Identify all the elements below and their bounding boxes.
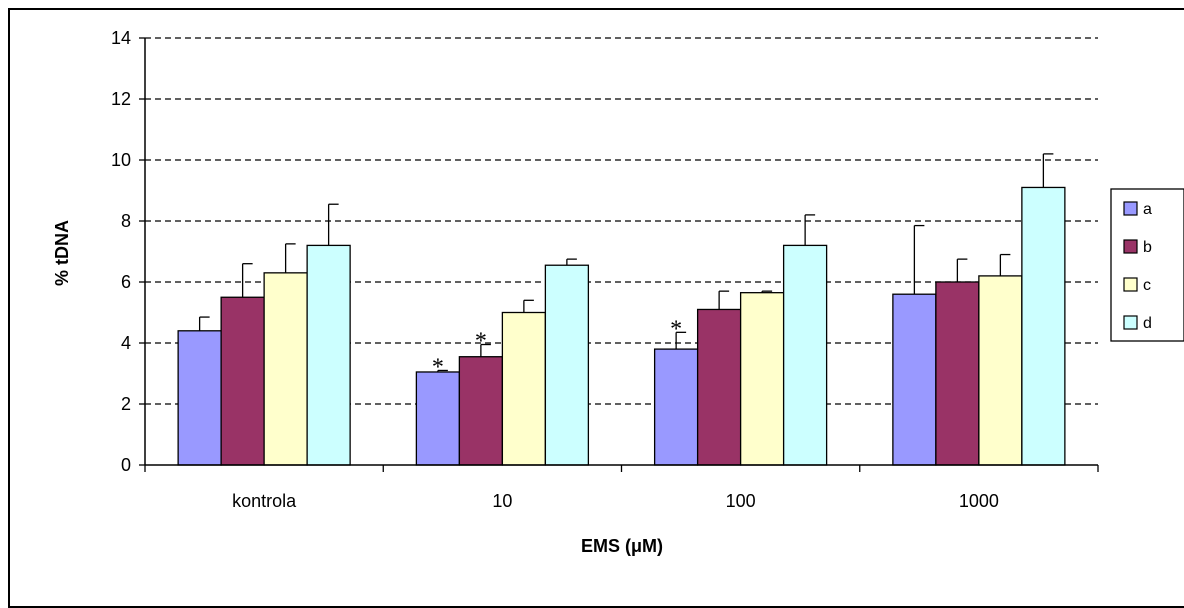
legend: a b c d	[1110, 188, 1184, 342]
bar-c-10	[501, 311, 547, 466]
bar-d-100	[782, 244, 828, 466]
significance-mark: *	[432, 354, 444, 380]
x-tick-label: kontrola	[232, 491, 297, 511]
bar-b-100	[696, 308, 742, 466]
bar-b-10	[458, 356, 504, 466]
significance-mark: *	[670, 316, 682, 342]
legend-label-c: c	[1143, 277, 1151, 294]
legend-swatch-c	[1123, 277, 1138, 292]
y-tick-label: 4	[121, 333, 131, 353]
y-tick-label: 12	[111, 89, 131, 109]
bar-a-1000	[892, 293, 937, 466]
significance-mark: *	[475, 329, 487, 355]
bar-b-1000	[935, 281, 980, 466]
bar-d-1000	[1021, 186, 1066, 466]
x-axis-title: EMS (μM)	[581, 536, 663, 556]
bar-c-kontrola	[263, 272, 308, 466]
y-tick-label: 8	[121, 211, 131, 231]
bars	[177, 186, 1066, 466]
axes: 0 2 4 6 8 10 12 14 kontrola 10 100 1000	[111, 28, 1099, 511]
bar-a-kontrola	[177, 330, 222, 466]
legend-label-a: a	[1143, 201, 1152, 218]
bar-c-1000	[978, 275, 1023, 466]
legend-label-b: b	[1143, 239, 1152, 256]
legend-swatch-d	[1123, 315, 1138, 330]
y-tick-label: 10	[111, 150, 131, 170]
bar-d-10	[544, 264, 590, 466]
bar-a-100	[653, 348, 699, 466]
error-bars: * * *	[198, 153, 1054, 380]
legend-box	[1110, 188, 1184, 342]
y-tick-label: 0	[121, 455, 131, 475]
y-tick-label: 2	[121, 394, 131, 414]
x-tick-label: 100	[726, 491, 756, 511]
bar-a-10	[415, 371, 461, 466]
y-tick-label: 6	[121, 272, 131, 292]
y-tick-label: 14	[111, 28, 131, 48]
legend-label-d: d	[1143, 315, 1152, 332]
y-axis-title: % tDNA	[52, 220, 72, 286]
bar-d-kontrola	[306, 244, 351, 466]
bar-b-kontrola	[220, 296, 265, 466]
x-tick-label: 10	[492, 491, 512, 511]
legend-swatch-a	[1123, 201, 1138, 216]
x-tick-label: 1000	[959, 491, 999, 511]
legend-swatch-b	[1123, 239, 1138, 254]
bar-c-100	[739, 292, 785, 466]
